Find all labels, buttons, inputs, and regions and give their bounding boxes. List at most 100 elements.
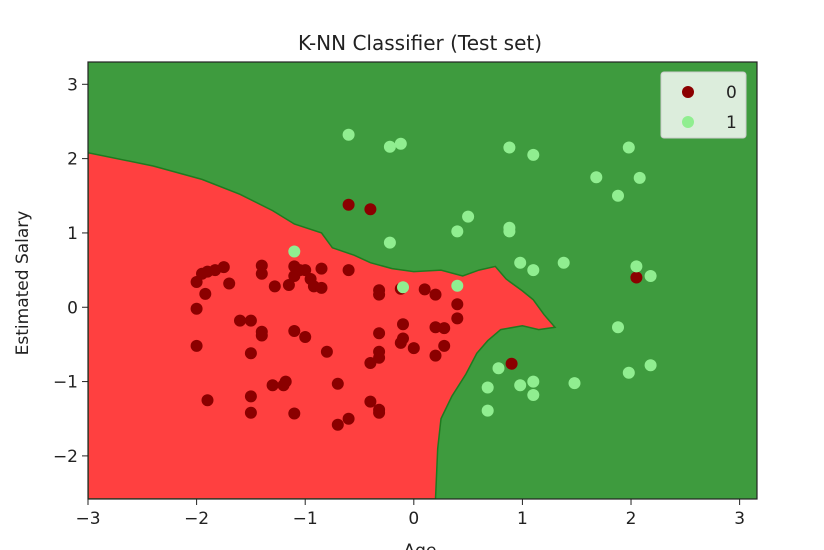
point-class-0-5 bbox=[199, 287, 212, 300]
point-class-1-10 bbox=[451, 225, 464, 238]
point-class-1-4 bbox=[527, 148, 540, 161]
x-tick-label: −3 bbox=[75, 509, 100, 529]
point-class-1-27 bbox=[527, 389, 540, 401]
point-class-0-62 bbox=[364, 395, 377, 408]
point-class-0-30 bbox=[234, 314, 246, 327]
point-class-0-39 bbox=[373, 327, 386, 340]
point-class-1-30 bbox=[622, 366, 635, 379]
point-class-0-47 bbox=[429, 321, 442, 334]
series-class-0-points bbox=[190, 198, 643, 431]
point-class-0-34 bbox=[244, 347, 257, 360]
y-tick-label: 0 bbox=[67, 298, 78, 318]
point-class-0-33 bbox=[255, 329, 268, 342]
point-class-1-21 bbox=[644, 270, 657, 282]
point-class-0-19 bbox=[315, 262, 328, 275]
point-class-0-42 bbox=[364, 357, 377, 369]
point-class-1-23 bbox=[492, 362, 505, 375]
plot-frame bbox=[87, 61, 758, 500]
point-class-0-35 bbox=[190, 339, 203, 352]
point-class-0-9 bbox=[255, 267, 268, 280]
point-class-0-57 bbox=[279, 375, 292, 388]
point-class-0-36 bbox=[288, 325, 301, 337]
y-tick-label: 2 bbox=[67, 150, 78, 170]
point-class-0-48 bbox=[438, 322, 451, 335]
point-class-0-4 bbox=[217, 261, 230, 274]
point-class-1-20 bbox=[630, 260, 643, 273]
point-class-1-12 bbox=[503, 225, 516, 238]
point-class-1-18 bbox=[527, 264, 540, 277]
point-class-0-61 bbox=[342, 412, 355, 425]
point-class-1-7 bbox=[633, 171, 646, 184]
point-class-1-2 bbox=[394, 137, 407, 150]
x-tick-label: −2 bbox=[184, 509, 209, 529]
chart-title: K-NN Classifier (Test set) bbox=[298, 31, 542, 55]
point-class-0-53 bbox=[244, 390, 257, 403]
point-class-0-11 bbox=[282, 279, 295, 291]
point-class-1-15 bbox=[397, 281, 409, 294]
y-axis-label: Estimated Salary bbox=[13, 211, 33, 356]
point-class-0-29 bbox=[451, 312, 464, 325]
point-class-0-52 bbox=[201, 394, 214, 407]
y-tick-label: −2 bbox=[53, 447, 78, 467]
point-class-1-25 bbox=[514, 379, 527, 392]
point-class-1-14 bbox=[288, 245, 301, 258]
decision-region-class-0 bbox=[88, 151, 557, 499]
point-class-0-43 bbox=[397, 318, 409, 331]
point-class-1-13 bbox=[383, 236, 396, 249]
point-class-0-60 bbox=[331, 418, 344, 431]
point-class-1-1 bbox=[383, 140, 396, 153]
x-tick-label: 3 bbox=[734, 509, 745, 529]
point-class-1-8 bbox=[612, 189, 624, 202]
point-class-0-8 bbox=[255, 259, 268, 272]
x-tick-label: 0 bbox=[408, 509, 419, 529]
point-class-0-50 bbox=[429, 349, 442, 362]
point-class-0-20 bbox=[342, 264, 355, 277]
point-class-0-55 bbox=[266, 379, 279, 392]
point-class-0-65 bbox=[630, 271, 643, 284]
y-tick-label: 1 bbox=[67, 224, 78, 244]
point-class-1-19 bbox=[557, 256, 570, 269]
x-tick-label: 1 bbox=[517, 509, 528, 529]
x-tick-label: −1 bbox=[293, 509, 318, 529]
y-tick-label: 3 bbox=[67, 75, 78, 95]
point-class-1-26 bbox=[527, 375, 540, 388]
plot-area bbox=[88, 62, 757, 499]
y-axis: −2 −1 0 1 2 3 bbox=[53, 75, 88, 467]
point-class-0-18 bbox=[315, 281, 328, 294]
point-class-0-49 bbox=[438, 339, 451, 352]
point-class-1-28 bbox=[568, 377, 581, 390]
point-class-1-24 bbox=[481, 381, 494, 394]
legend-marker-class-0 bbox=[682, 86, 694, 98]
point-class-0-15 bbox=[299, 264, 312, 277]
point-class-0-51 bbox=[505, 357, 518, 370]
series-class-1-points bbox=[288, 128, 657, 417]
point-class-0-59 bbox=[331, 377, 344, 390]
x-axis: −3 −2 −1 0 1 2 3 bbox=[75, 499, 745, 529]
point-class-0-54 bbox=[244, 406, 257, 419]
point-class-0-10 bbox=[268, 280, 281, 293]
point-class-0-41 bbox=[373, 351, 386, 364]
point-class-0-22 bbox=[364, 203, 377, 216]
point-class-0-6 bbox=[190, 302, 203, 315]
point-class-0-45 bbox=[394, 336, 407, 349]
legend-marker-class-1 bbox=[682, 116, 694, 128]
legend: 0 1 bbox=[660, 71, 747, 139]
point-class-0-38 bbox=[320, 345, 333, 358]
point-class-0-21 bbox=[342, 198, 355, 211]
point-class-1-9 bbox=[462, 210, 475, 223]
point-class-1-0 bbox=[342, 128, 355, 141]
point-class-1-17 bbox=[514, 256, 527, 269]
x-axis-label: Age bbox=[404, 541, 437, 550]
point-class-0-26 bbox=[418, 283, 431, 296]
point-class-1-29 bbox=[481, 404, 494, 417]
legend-label-class-1: 1 bbox=[726, 113, 737, 133]
point-class-0-64 bbox=[373, 406, 386, 419]
point-class-0-24 bbox=[373, 288, 386, 301]
point-class-0-37 bbox=[299, 331, 312, 343]
y-tick-label: −1 bbox=[53, 373, 78, 393]
point-class-0-31 bbox=[244, 314, 257, 327]
point-class-0-28 bbox=[451, 298, 464, 311]
point-class-1-6 bbox=[590, 171, 603, 184]
point-class-1-5 bbox=[622, 141, 635, 154]
